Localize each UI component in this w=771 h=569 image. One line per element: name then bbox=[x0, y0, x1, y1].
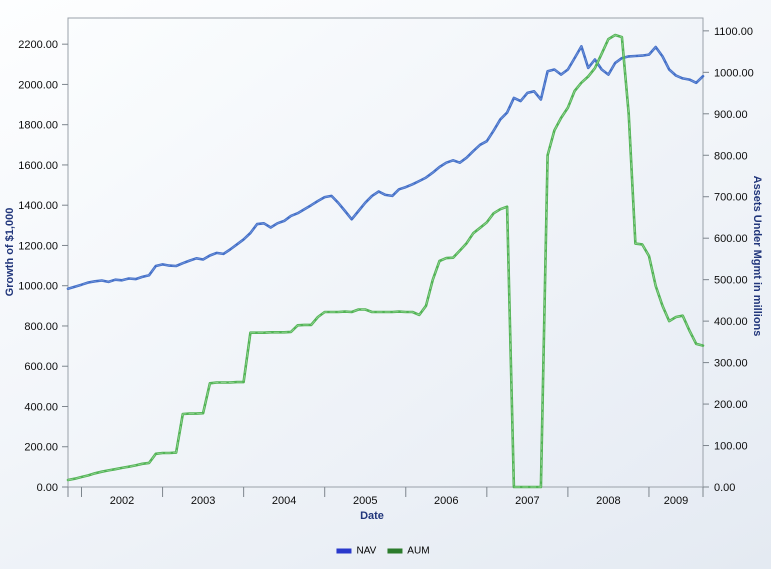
left-axis-tick-label: 1000.00 bbox=[18, 281, 58, 293]
right-axis-tick-label: 1100.00 bbox=[714, 26, 753, 38]
left-axis-tick-label: 1200.00 bbox=[18, 240, 58, 252]
x-axis-year-label: 2004 bbox=[272, 495, 296, 507]
left-axis-tick-label: 1600.00 bbox=[18, 160, 58, 172]
right-axis-tick-label: 700.00 bbox=[714, 192, 748, 204]
aum-legend-label: AUM bbox=[407, 545, 430, 557]
aum-legend-swatch bbox=[387, 548, 403, 554]
x-axis-year-label: 2006 bbox=[434, 495, 458, 507]
x-axis-year-label: 2002 bbox=[110, 495, 134, 507]
x-axis-year-label: 2009 bbox=[664, 495, 688, 507]
x-axis-year-label: 2008 bbox=[596, 495, 620, 507]
right-axis-tick-label: 500.00 bbox=[714, 275, 748, 287]
nav-legend-swatch bbox=[336, 548, 352, 554]
x-axis-year-label: 2003 bbox=[191, 495, 215, 507]
left-axis-tick-label: 400.00 bbox=[24, 401, 58, 413]
plot-area bbox=[67, 17, 704, 488]
left-axis-tick-label: 1400.00 bbox=[18, 200, 58, 212]
nav-legend-label: NAV bbox=[356, 545, 377, 557]
x-axis-year-label: 2005 bbox=[353, 495, 377, 507]
left-axis-tick-label: 800.00 bbox=[24, 321, 58, 333]
right-axis-tick-label: 200.00 bbox=[714, 399, 748, 411]
right-axis-tick-label: 1000.00 bbox=[714, 67, 754, 79]
right-axis-tick-label: 900.00 bbox=[714, 109, 748, 121]
left-axis-tick-label: 200.00 bbox=[24, 442, 58, 454]
right-axis-tick-label: 100.00 bbox=[714, 441, 748, 453]
right-axis-tick-label: 800.00 bbox=[714, 150, 748, 162]
right-axis-tick-label: 300.00 bbox=[714, 358, 748, 370]
left-axis-tick-label: 0.00 bbox=[37, 482, 58, 494]
right-axis-tick-label: 400.00 bbox=[714, 316, 748, 328]
right-axis-tick-label: 600.00 bbox=[714, 233, 748, 245]
legend: NAV AUM bbox=[336, 546, 435, 557]
left-axis-tick-label: 2200.00 bbox=[18, 39, 58, 51]
right-axis-tick-label: 0.00 bbox=[714, 482, 735, 494]
left-axis-tick-label: 2000.00 bbox=[18, 79, 58, 91]
x-axis-year-label: 2007 bbox=[515, 495, 539, 507]
aum-series-line-core bbox=[67, 34, 704, 488]
left-axis-tick-label: 600.00 bbox=[24, 361, 58, 373]
left-axis-tick-label: 1800.00 bbox=[18, 120, 58, 132]
